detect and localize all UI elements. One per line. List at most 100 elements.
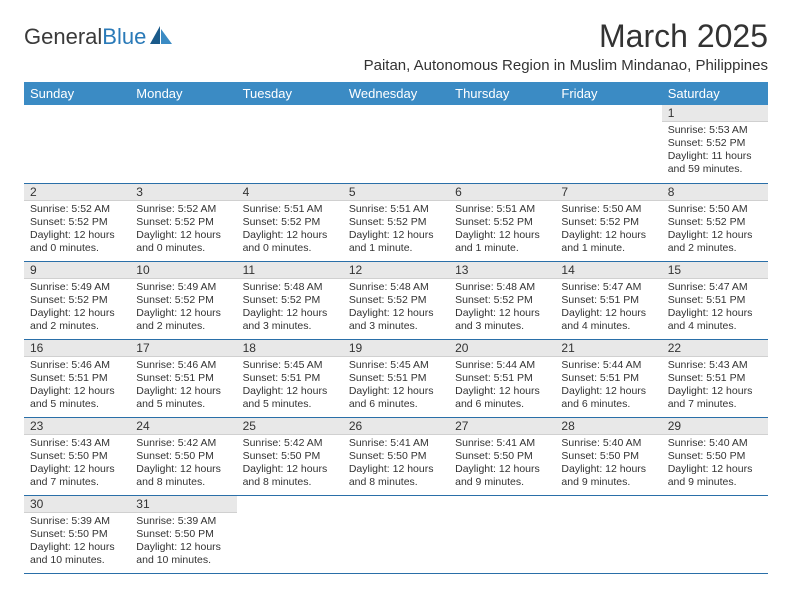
- sunset-text: Sunset: 5:52 PM: [349, 216, 443, 229]
- day-number: 20: [449, 340, 555, 357]
- day-number: 11: [237, 262, 343, 279]
- day-number: 30: [24, 496, 130, 513]
- sunset-text: Sunset: 5:52 PM: [455, 216, 549, 229]
- day-content: Sunrise: 5:51 AMSunset: 5:52 PMDaylight:…: [449, 201, 555, 260]
- day-content: Sunrise: 5:42 AMSunset: 5:50 PMDaylight:…: [130, 435, 236, 494]
- calendar-day-cell: 30Sunrise: 5:39 AMSunset: 5:50 PMDayligh…: [24, 495, 130, 573]
- day-content: Sunrise: 5:48 AMSunset: 5:52 PMDaylight:…: [343, 279, 449, 338]
- calendar-day-cell: 16Sunrise: 5:46 AMSunset: 5:51 PMDayligh…: [24, 339, 130, 417]
- sunset-text: Sunset: 5:50 PM: [668, 450, 762, 463]
- sunrise-text: Sunrise: 5:43 AM: [668, 359, 762, 372]
- logo-text: GeneralBlue: [24, 24, 146, 50]
- sunrise-text: Sunrise: 5:53 AM: [668, 124, 762, 137]
- sunset-text: Sunset: 5:51 PM: [243, 372, 337, 385]
- day-content: Sunrise: 5:47 AMSunset: 5:51 PMDaylight:…: [555, 279, 661, 338]
- day-number: 26: [343, 418, 449, 435]
- day-number: 13: [449, 262, 555, 279]
- daylight-text: Daylight: 12 hours and 9 minutes.: [561, 463, 655, 489]
- sunset-text: Sunset: 5:52 PM: [30, 294, 124, 307]
- daylight-text: Daylight: 12 hours and 5 minutes.: [136, 385, 230, 411]
- calendar-empty-cell: [662, 495, 768, 573]
- calendar-day-cell: 29Sunrise: 5:40 AMSunset: 5:50 PMDayligh…: [662, 417, 768, 495]
- day-number: 12: [343, 262, 449, 279]
- calendar-table: SundayMondayTuesdayWednesdayThursdayFrid…: [24, 82, 768, 574]
- day-content: Sunrise: 5:41 AMSunset: 5:50 PMDaylight:…: [449, 435, 555, 494]
- day-content: Sunrise: 5:50 AMSunset: 5:52 PMDaylight:…: [662, 201, 768, 260]
- daylight-text: Daylight: 12 hours and 4 minutes.: [561, 307, 655, 333]
- location-subtitle: Paitan, Autonomous Region in Muslim Mind…: [24, 57, 768, 74]
- daylight-text: Daylight: 12 hours and 1 minute.: [561, 229, 655, 255]
- sunset-text: Sunset: 5:51 PM: [561, 372, 655, 385]
- calendar-day-cell: 14Sunrise: 5:47 AMSunset: 5:51 PMDayligh…: [555, 261, 661, 339]
- calendar-day-cell: 8Sunrise: 5:50 AMSunset: 5:52 PMDaylight…: [662, 183, 768, 261]
- sunset-text: Sunset: 5:50 PM: [136, 450, 230, 463]
- sunset-text: Sunset: 5:52 PM: [668, 216, 762, 229]
- daylight-text: Daylight: 12 hours and 4 minutes.: [668, 307, 762, 333]
- sunset-text: Sunset: 5:52 PM: [561, 216, 655, 229]
- calendar-empty-cell: [555, 495, 661, 573]
- sunrise-text: Sunrise: 5:41 AM: [349, 437, 443, 450]
- calendar-day-cell: 11Sunrise: 5:48 AMSunset: 5:52 PMDayligh…: [237, 261, 343, 339]
- sunset-text: Sunset: 5:51 PM: [455, 372, 549, 385]
- day-number: 8: [662, 184, 768, 201]
- calendar-day-cell: 26Sunrise: 5:41 AMSunset: 5:50 PMDayligh…: [343, 417, 449, 495]
- day-content: Sunrise: 5:41 AMSunset: 5:50 PMDaylight:…: [343, 435, 449, 494]
- day-content: Sunrise: 5:40 AMSunset: 5:50 PMDaylight:…: [555, 435, 661, 494]
- sunrise-text: Sunrise: 5:50 AM: [561, 203, 655, 216]
- sunrise-text: Sunrise: 5:44 AM: [561, 359, 655, 372]
- daylight-text: Daylight: 12 hours and 7 minutes.: [668, 385, 762, 411]
- daylight-text: Daylight: 12 hours and 9 minutes.: [668, 463, 762, 489]
- day-content: Sunrise: 5:49 AMSunset: 5:52 PMDaylight:…: [130, 279, 236, 338]
- day-content: Sunrise: 5:52 AMSunset: 5:52 PMDaylight:…: [24, 201, 130, 260]
- weekday-header: Thursday: [449, 82, 555, 105]
- calendar-empty-cell: [130, 105, 236, 183]
- day-content: Sunrise: 5:46 AMSunset: 5:51 PMDaylight:…: [24, 357, 130, 416]
- sunset-text: Sunset: 5:50 PM: [30, 450, 124, 463]
- daylight-text: Daylight: 12 hours and 7 minutes.: [30, 463, 124, 489]
- sunset-text: Sunset: 5:51 PM: [668, 372, 762, 385]
- weekday-header-row: SundayMondayTuesdayWednesdayThursdayFrid…: [24, 82, 768, 105]
- daylight-text: Daylight: 12 hours and 5 minutes.: [243, 385, 337, 411]
- sunset-text: Sunset: 5:51 PM: [136, 372, 230, 385]
- daylight-text: Daylight: 12 hours and 0 minutes.: [243, 229, 337, 255]
- sunrise-text: Sunrise: 5:41 AM: [455, 437, 549, 450]
- sunrise-text: Sunrise: 5:39 AM: [136, 515, 230, 528]
- day-content: Sunrise: 5:52 AMSunset: 5:52 PMDaylight:…: [130, 201, 236, 260]
- day-content: Sunrise: 5:49 AMSunset: 5:52 PMDaylight:…: [24, 279, 130, 338]
- calendar-day-cell: 28Sunrise: 5:40 AMSunset: 5:50 PMDayligh…: [555, 417, 661, 495]
- day-content: Sunrise: 5:48 AMSunset: 5:52 PMDaylight:…: [237, 279, 343, 338]
- day-content: Sunrise: 5:51 AMSunset: 5:52 PMDaylight:…: [237, 201, 343, 260]
- sunset-text: Sunset: 5:52 PM: [243, 294, 337, 307]
- day-content: Sunrise: 5:51 AMSunset: 5:52 PMDaylight:…: [343, 201, 449, 260]
- sunset-text: Sunset: 5:51 PM: [349, 372, 443, 385]
- sunrise-text: Sunrise: 5:40 AM: [561, 437, 655, 450]
- sunrise-text: Sunrise: 5:44 AM: [455, 359, 549, 372]
- calendar-day-cell: 27Sunrise: 5:41 AMSunset: 5:50 PMDayligh…: [449, 417, 555, 495]
- sunrise-text: Sunrise: 5:45 AM: [349, 359, 443, 372]
- day-number: 6: [449, 184, 555, 201]
- daylight-text: Daylight: 12 hours and 2 minutes.: [30, 307, 124, 333]
- calendar-empty-cell: [449, 495, 555, 573]
- day-number: 25: [237, 418, 343, 435]
- daylight-text: Daylight: 12 hours and 9 minutes.: [455, 463, 549, 489]
- sunset-text: Sunset: 5:52 PM: [349, 294, 443, 307]
- weekday-header: Monday: [130, 82, 236, 105]
- sunset-text: Sunset: 5:52 PM: [455, 294, 549, 307]
- logo-text-blue: Blue: [102, 24, 146, 49]
- calendar-day-cell: 21Sunrise: 5:44 AMSunset: 5:51 PMDayligh…: [555, 339, 661, 417]
- day-number: 23: [24, 418, 130, 435]
- calendar-day-cell: 5Sunrise: 5:51 AMSunset: 5:52 PMDaylight…: [343, 183, 449, 261]
- day-content: Sunrise: 5:48 AMSunset: 5:52 PMDaylight:…: [449, 279, 555, 338]
- calendar-day-cell: 15Sunrise: 5:47 AMSunset: 5:51 PMDayligh…: [662, 261, 768, 339]
- day-number: 24: [130, 418, 236, 435]
- daylight-text: Daylight: 12 hours and 8 minutes.: [243, 463, 337, 489]
- sunset-text: Sunset: 5:52 PM: [30, 216, 124, 229]
- calendar-week-row: 2Sunrise: 5:52 AMSunset: 5:52 PMDaylight…: [24, 183, 768, 261]
- day-content: Sunrise: 5:47 AMSunset: 5:51 PMDaylight:…: [662, 279, 768, 338]
- day-content: Sunrise: 5:39 AMSunset: 5:50 PMDaylight:…: [130, 513, 236, 572]
- calendar-empty-cell: [449, 105, 555, 183]
- sunrise-text: Sunrise: 5:40 AM: [668, 437, 762, 450]
- sunrise-text: Sunrise: 5:47 AM: [668, 281, 762, 294]
- sunrise-text: Sunrise: 5:49 AM: [136, 281, 230, 294]
- calendar-empty-cell: [237, 495, 343, 573]
